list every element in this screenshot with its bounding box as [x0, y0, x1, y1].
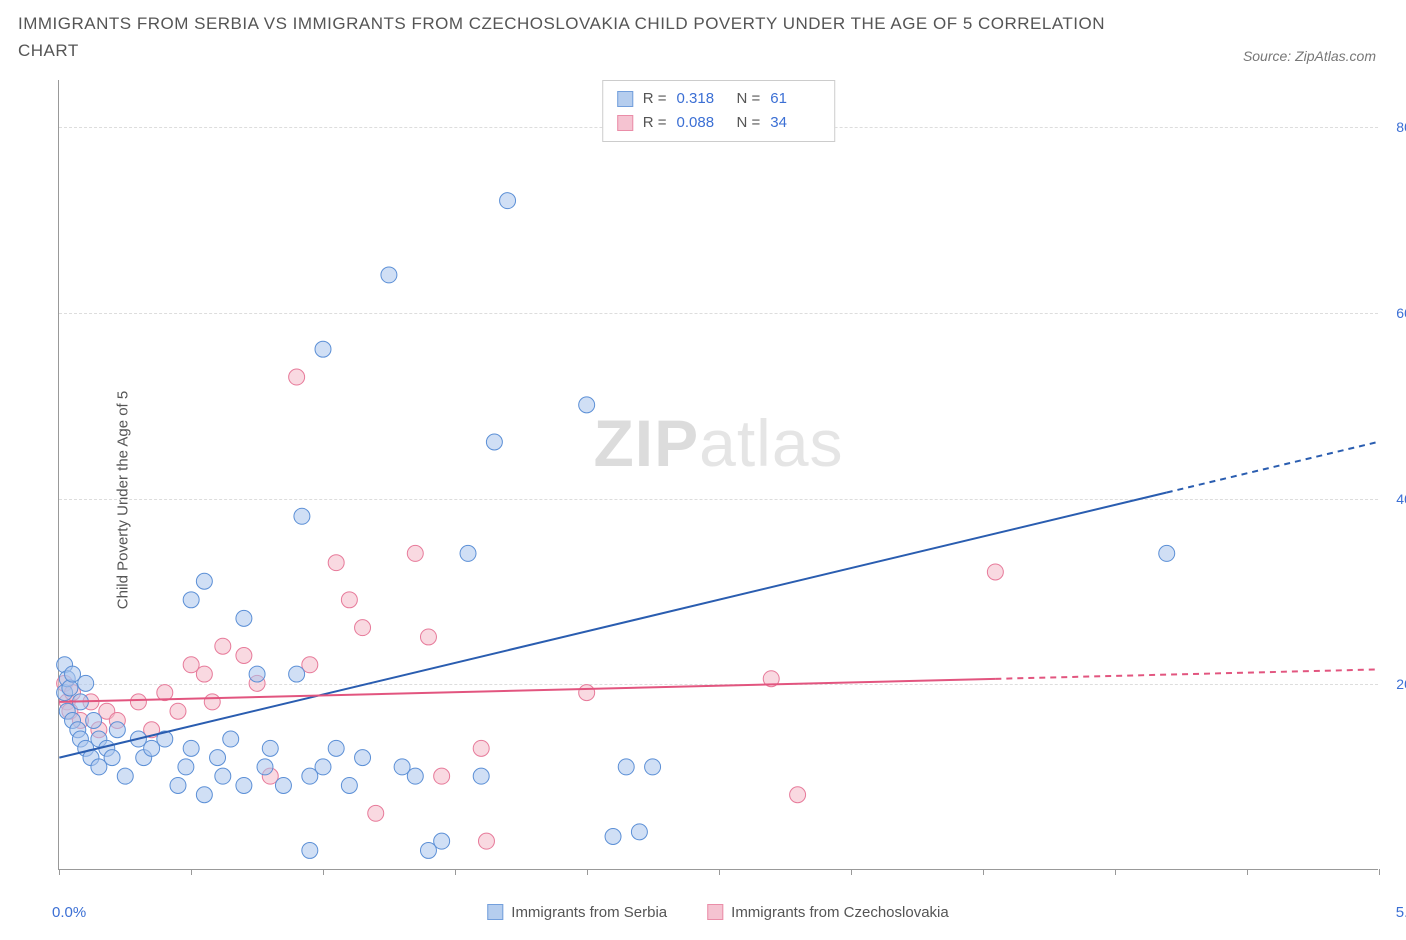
series-legend: Immigrants from Serbia Immigrants from C… — [487, 904, 948, 921]
y-tick-label: 80.0% — [1396, 119, 1406, 135]
stats-legend-box: R = 0.318 N = 61 R = 0.088 N = 34 — [602, 80, 836, 142]
stats-r-czech: 0.088 — [677, 111, 727, 135]
x-tick — [59, 869, 60, 875]
swatch-serbia-icon — [617, 91, 633, 107]
stats-n-label: N = — [737, 87, 761, 111]
stats-r-label: R = — [643, 87, 667, 111]
legend-item-serbia: Immigrants from Serbia — [487, 904, 667, 921]
legend-label-serbia: Immigrants from Serbia — [511, 904, 667, 921]
x-tick — [191, 869, 192, 875]
swatch-czech-icon — [617, 115, 633, 131]
legend-item-czech: Immigrants from Czechoslovakia — [707, 904, 949, 921]
x-tick — [323, 869, 324, 875]
stats-row-czech: R = 0.088 N = 34 — [617, 111, 821, 135]
chart-title: IMMIGRANTS FROM SERBIA VS IMMIGRANTS FRO… — [18, 10, 1138, 64]
stats-n-czech: 34 — [770, 111, 820, 135]
x-axis-max-label: 5.0% — [1396, 904, 1406, 921]
trend-lines-layer — [59, 80, 1378, 869]
swatch-czech-icon — [707, 904, 723, 920]
chart-container: Child Poverty Under the Age of 5 R = 0.3… — [10, 70, 1396, 930]
x-tick — [1247, 869, 1248, 875]
stats-r-label: R = — [643, 111, 667, 135]
trendline-czech — [59, 679, 995, 702]
x-tick — [455, 869, 456, 875]
x-tick — [587, 869, 588, 875]
x-tick — [719, 869, 720, 875]
y-tick-label: 20.0% — [1396, 676, 1406, 692]
trendline-serbia-extrapolated — [1167, 442, 1378, 492]
stats-row-serbia: R = 0.318 N = 61 — [617, 87, 821, 111]
x-axis-row: 0.0% Immigrants from Serbia Immigrants f… — [58, 898, 1378, 926]
plot-area: R = 0.318 N = 61 R = 0.088 N = 34 ZIPatl… — [58, 80, 1378, 870]
x-tick — [983, 869, 984, 875]
trendline-czech-extrapolated — [995, 670, 1377, 679]
x-tick — [1379, 869, 1380, 875]
y-tick-label: 60.0% — [1396, 305, 1406, 321]
x-axis-min-label: 0.0% — [52, 904, 86, 921]
trendline-serbia — [59, 493, 1166, 758]
y-tick-label: 40.0% — [1396, 491, 1406, 507]
x-tick — [851, 869, 852, 875]
legend-label-czech: Immigrants from Czechoslovakia — [731, 904, 949, 921]
stats-n-label: N = — [737, 111, 761, 135]
stats-r-serbia: 0.318 — [677, 87, 727, 111]
swatch-serbia-icon — [487, 904, 503, 920]
stats-n-serbia: 61 — [770, 87, 820, 111]
x-tick — [1115, 869, 1116, 875]
source-attribution: Source: ZipAtlas.com — [1243, 48, 1376, 64]
